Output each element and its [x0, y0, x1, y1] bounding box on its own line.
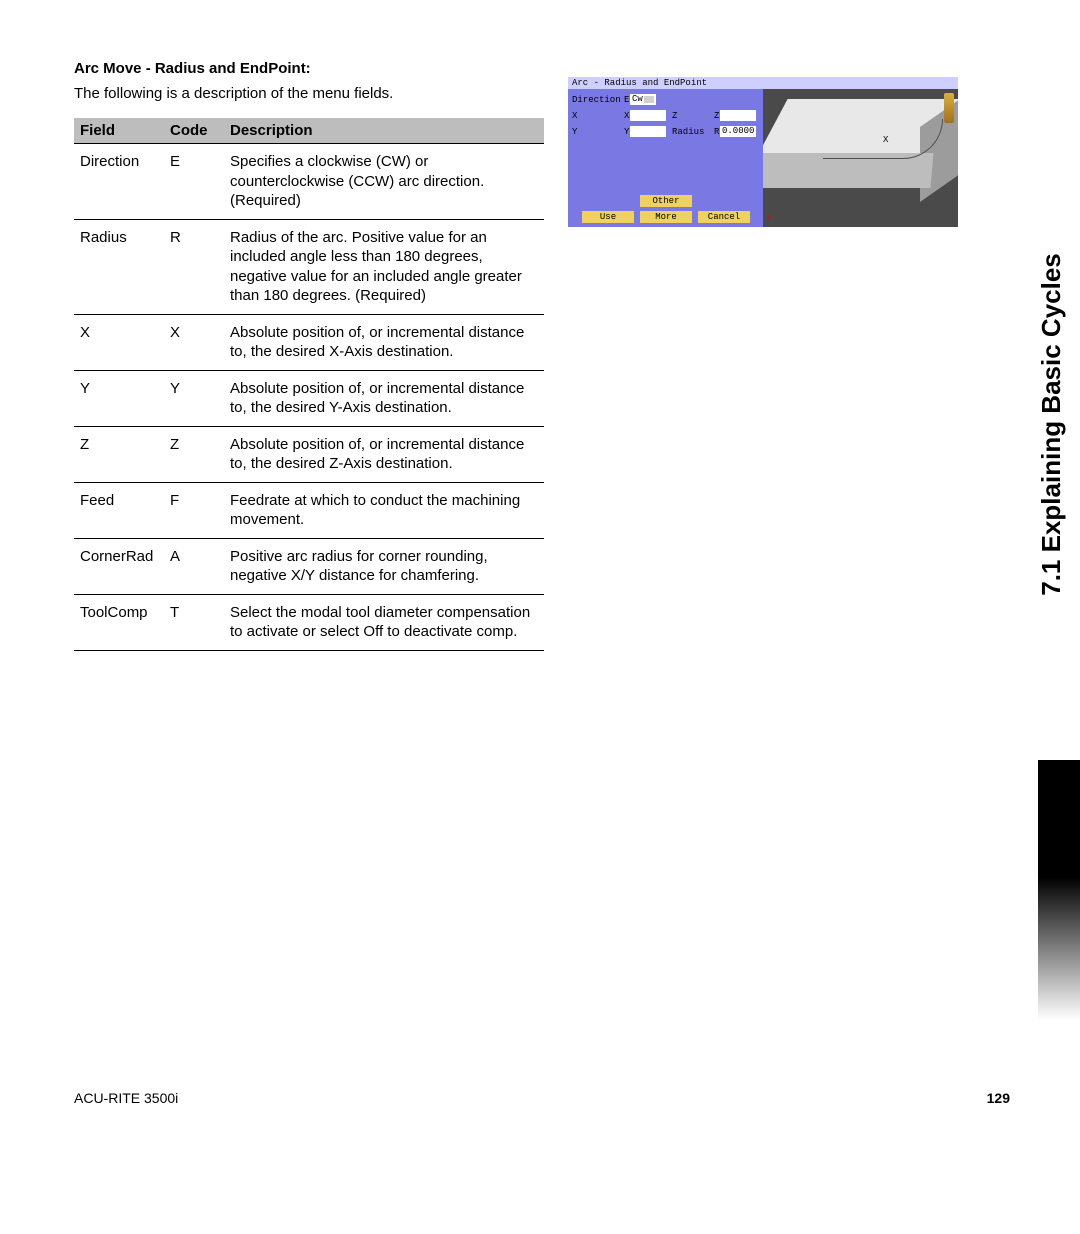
cell-field: Radius: [74, 219, 164, 314]
cell-desc: Select the modal tool diameter compensat…: [224, 594, 544, 650]
prefix-y: Y: [624, 127, 629, 137]
fields-table: Field Code Description Direction E Speci…: [74, 118, 544, 651]
label-x: X: [572, 111, 577, 121]
prefix-x: X: [624, 111, 629, 121]
z-input[interactable]: [720, 110, 756, 121]
label-radius: Radius: [672, 127, 704, 137]
cell-desc: Radius of the arc. Positive value for an…: [224, 219, 544, 314]
cell-field: Direction: [74, 144, 164, 220]
table-row: Radius R Radius of the arc. Positive val…: [74, 219, 544, 314]
axis-x-label: X: [883, 135, 888, 145]
cell-field: ToolComp: [74, 594, 164, 650]
axes-gizmo-icon: ✳: [767, 213, 772, 223]
cell-code: T: [164, 594, 224, 650]
table-row: ToolComp T Select the modal tool diamete…: [74, 594, 544, 650]
arc-dialog-screenshot: Arc - Radius and EndPoint Direction E Cw…: [568, 77, 958, 227]
cell-desc: Absolute position of, or incremental dis…: [224, 426, 544, 482]
dialog-title: Arc - Radius and EndPoint: [568, 77, 958, 89]
section-side-title: 7.1 Explaining Basic Cycles: [1036, 60, 1066, 440]
cell-field: Z: [74, 426, 164, 482]
more-button[interactable]: More: [640, 211, 692, 223]
cell-field: Y: [74, 370, 164, 426]
radius-input[interactable]: 0.0000: [720, 126, 756, 137]
prefix-z: Z: [714, 111, 719, 121]
cell-code: R: [164, 219, 224, 314]
table-row: Y Y Absolute position of, or incremental…: [74, 370, 544, 426]
direction-dropdown[interactable]: Cw: [630, 94, 656, 105]
preview-3d: X ✳: [763, 89, 958, 227]
cell-desc: Absolute position of, or incremental dis…: [224, 314, 544, 370]
cell-field: X: [74, 314, 164, 370]
y-input[interactable]: [630, 126, 666, 137]
use-button[interactable]: Use: [582, 211, 634, 223]
footer-page-number: 129: [987, 1090, 1010, 1106]
cell-code: F: [164, 482, 224, 538]
other-button[interactable]: Other: [640, 195, 692, 207]
cancel-button[interactable]: Cancel: [698, 211, 750, 223]
cell-code: E: [164, 144, 224, 220]
footer-model: ACU-RITE 3500i: [74, 1090, 178, 1106]
section-heading: Arc Move - Radius and EndPoint:: [74, 60, 544, 77]
col-field: Field: [74, 118, 164, 144]
label-direction: Direction: [572, 95, 621, 105]
cell-code: Z: [164, 426, 224, 482]
col-description: Description: [224, 118, 544, 144]
tool-icon: [944, 93, 954, 123]
cell-desc: Specifies a clockwise (CW) or counterclo…: [224, 144, 544, 220]
cell-field: CornerRad: [74, 538, 164, 594]
prefix-e: E: [624, 95, 629, 105]
cell-code: Y: [164, 370, 224, 426]
cell-code: A: [164, 538, 224, 594]
side-thumb-tab: [1038, 760, 1080, 1020]
cell-code: X: [164, 314, 224, 370]
col-code: Code: [164, 118, 224, 144]
table-row: CornerRad A Positive arc radius for corn…: [74, 538, 544, 594]
table-row: Feed F Feedrate at which to conduct the …: [74, 482, 544, 538]
x-input[interactable]: [630, 110, 666, 121]
table-row: Direction E Specifies a clockwise (CW) o…: [74, 144, 544, 220]
cell-desc: Positive arc radius for corner rounding,…: [224, 538, 544, 594]
section-intro: The following is a description of the me…: [74, 85, 544, 102]
label-z: Z: [672, 111, 677, 121]
table-row: Z Z Absolute position of, or incremental…: [74, 426, 544, 482]
label-y: Y: [572, 127, 577, 137]
cell-field: Feed: [74, 482, 164, 538]
cell-desc: Feedrate at which to conduct the machini…: [224, 482, 544, 538]
cell-desc: Absolute position of, or incremental dis…: [224, 370, 544, 426]
prefix-r: R: [714, 127, 719, 137]
table-row: X X Absolute position of, or incremental…: [74, 314, 544, 370]
